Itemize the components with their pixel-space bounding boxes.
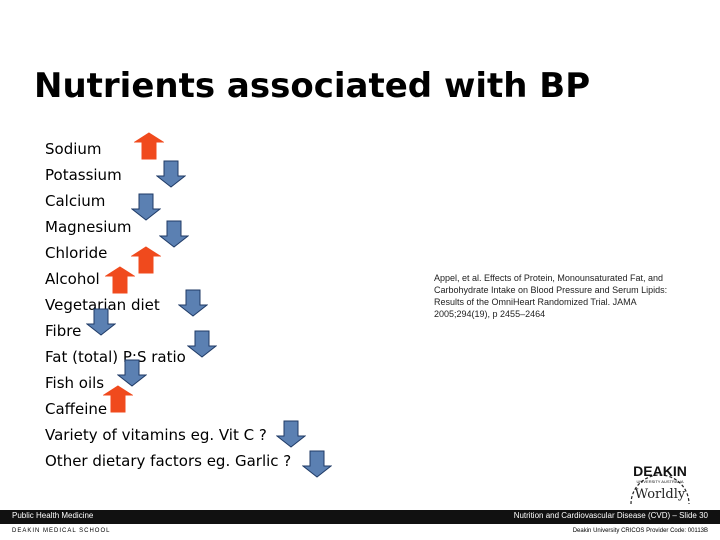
down-arrow-icon — [156, 160, 186, 188]
nutrient-item: Other dietary factors eg. Garlic ? — [45, 452, 292, 470]
down-arrow-icon — [302, 450, 332, 478]
nutrient-item: Potassium — [45, 166, 122, 184]
nutrient-item: Alcohol — [45, 270, 100, 288]
down-arrow-icon — [86, 308, 116, 336]
footer-bar — [0, 510, 720, 524]
down-arrow-icon — [159, 220, 189, 248]
up-arrow-icon — [105, 266, 135, 294]
up-arrow-icon — [134, 132, 164, 160]
down-arrow-icon — [276, 420, 306, 448]
slide-title: Nutrients associated with BP — [34, 66, 591, 106]
logo-name: DEAKIN — [633, 463, 687, 479]
nutrient-list: Sodium Potassium Calcium Magnesium Chlor… — [45, 136, 291, 474]
nutrient-item: Variety of vitamins eg. Vit C ? — [45, 426, 267, 444]
nutrient-item: Caffeine — [45, 400, 108, 418]
nutrient-item: Fish oils — [45, 374, 105, 392]
nutrient-item: Calcium — [45, 192, 106, 210]
footer-right-text: Nutrition and Cardiovascular Disease (CV… — [513, 511, 708, 520]
nutrient-item: Vegetarian diet — [45, 296, 160, 314]
nutrient-item: Magnesium — [45, 218, 132, 236]
logo-tagline: Worldly — [635, 487, 686, 502]
logo-subtitle: UNIVERSITY AUSTRALIA — [636, 479, 683, 484]
footer-school-text: DEAKIN MEDICAL SCHOOL — [12, 528, 111, 534]
down-arrow-icon — [131, 193, 161, 221]
nutrient-item: Chloride — [45, 244, 108, 262]
up-arrow-icon — [131, 246, 161, 274]
nutrient-item: Fibre — [45, 322, 82, 340]
deakin-logo: DEAKIN UNIVERSITY AUSTRALIA Worldly — [630, 463, 690, 505]
down-arrow-icon — [178, 289, 208, 317]
nutrient-item: Fat (total) P:S ratio — [45, 348, 186, 366]
footer-cricos-text: Deakin University CRICOS Provider Code: … — [572, 528, 708, 534]
up-arrow-icon — [103, 385, 133, 413]
down-arrow-icon — [187, 330, 217, 358]
down-arrow-icon — [117, 359, 147, 387]
citation-text: Appel, et al. Effects of Protein, Monoun… — [434, 273, 668, 319]
nutrient-item: Sodium — [45, 140, 102, 158]
footer-left-text: Public Health Medicine — [12, 511, 94, 520]
